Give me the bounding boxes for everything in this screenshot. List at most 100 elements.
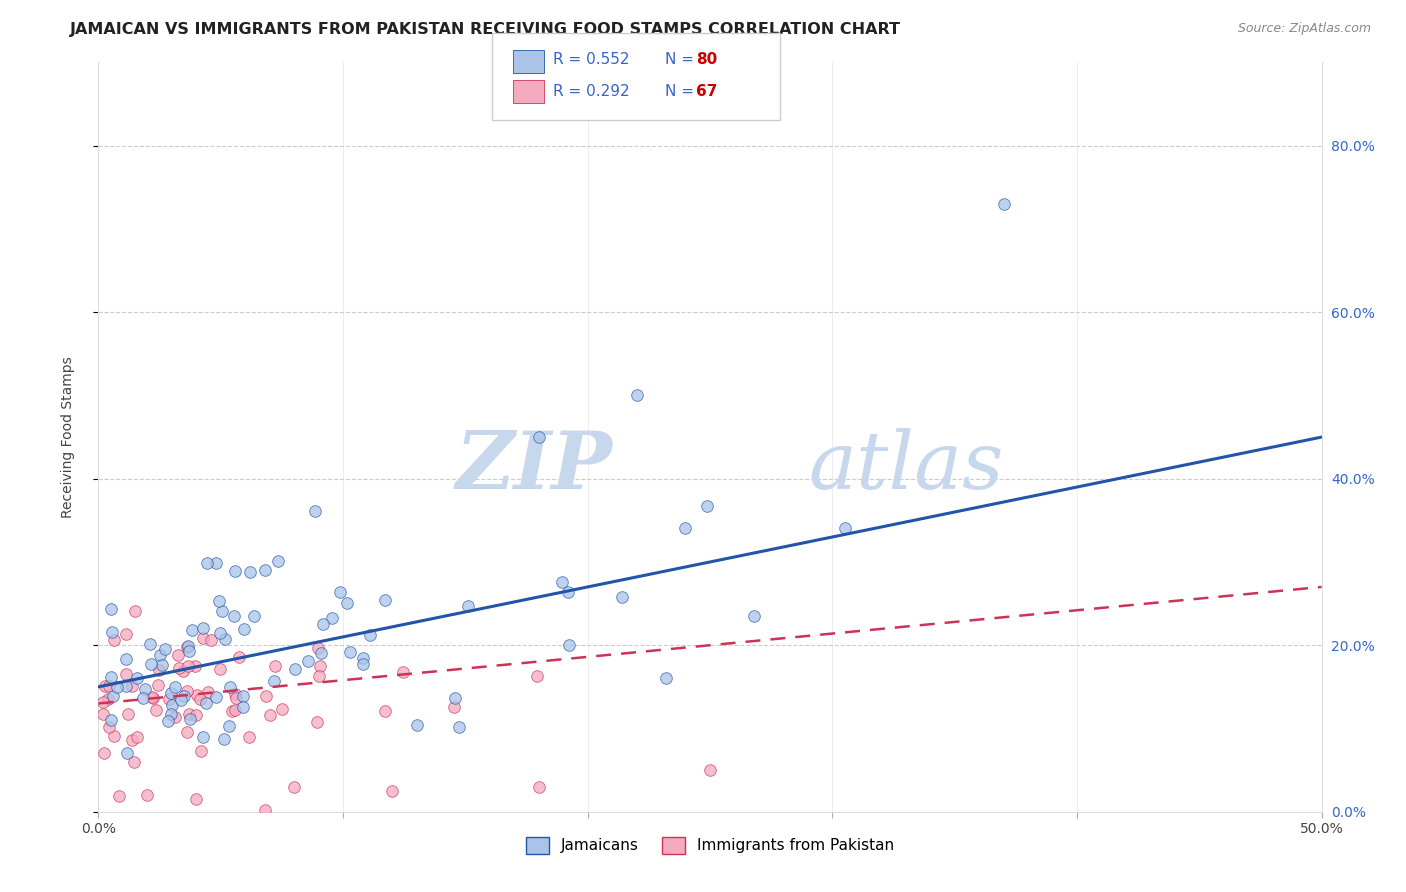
Point — [188, 692, 211, 706]
Point — [141, 690, 163, 705]
Point — [228, 649, 250, 664]
Point — [145, 703, 167, 717]
Point — [132, 690, 155, 705]
Text: R = 0.292: R = 0.292 — [553, 85, 628, 99]
Point — [179, 712, 201, 726]
Point — [177, 707, 200, 722]
Point — [149, 648, 172, 662]
Point — [321, 611, 343, 625]
Point — [177, 644, 200, 658]
Point — [391, 665, 413, 680]
Point — [329, 585, 352, 599]
Point — [141, 690, 163, 705]
Point — [297, 654, 319, 668]
Point — [191, 631, 214, 645]
Point — [309, 646, 332, 660]
Point — [212, 732, 235, 747]
Point — [186, 792, 208, 806]
Point — [114, 667, 136, 681]
Point — [200, 633, 222, 648]
Point — [307, 640, 329, 655]
Point — [699, 763, 721, 777]
Point — [93, 679, 115, 693]
Point — [195, 556, 218, 570]
Point — [308, 659, 330, 673]
Point — [127, 671, 149, 685]
Point — [167, 661, 190, 675]
Point — [115, 747, 138, 761]
Point — [264, 659, 287, 673]
Point — [205, 556, 228, 570]
Point — [612, 591, 634, 605]
Text: JAMAICAN VS IMMIGRANTS FROM PAKISTAN RECEIVING FOOD STAMPS CORRELATION CHART: JAMAICAN VS IMMIGRANTS FROM PAKISTAN REC… — [70, 22, 901, 37]
Point — [447, 720, 470, 734]
Text: 80: 80 — [696, 53, 717, 67]
Point — [163, 710, 186, 724]
Point — [284, 662, 307, 676]
Point — [243, 608, 266, 623]
Point — [115, 652, 138, 666]
Point — [353, 657, 375, 671]
Point — [359, 627, 381, 641]
Point — [993, 197, 1015, 211]
Point — [97, 692, 120, 706]
Point — [238, 730, 260, 744]
Text: N =: N = — [665, 85, 699, 99]
Point — [100, 625, 122, 640]
Point — [157, 692, 180, 706]
Point — [159, 686, 181, 700]
Point — [232, 699, 254, 714]
Point — [381, 784, 404, 798]
Point — [558, 638, 581, 652]
Point — [173, 689, 195, 703]
Point — [103, 729, 125, 743]
Point — [214, 632, 236, 646]
Point — [100, 670, 122, 684]
Text: R = 0.552: R = 0.552 — [553, 53, 628, 67]
Point — [157, 714, 180, 728]
Point — [253, 563, 276, 577]
Point — [224, 687, 246, 701]
Point — [184, 658, 207, 673]
Point — [159, 706, 181, 721]
Point — [209, 662, 232, 676]
Point — [209, 626, 232, 640]
Point — [254, 689, 277, 703]
Point — [148, 678, 170, 692]
Text: Source: ZipAtlas.com: Source: ZipAtlas.com — [1237, 22, 1371, 36]
Point — [98, 720, 121, 734]
Point — [232, 690, 254, 704]
Point — [696, 500, 718, 514]
Point — [150, 657, 173, 672]
Point — [352, 650, 374, 665]
Point — [176, 725, 198, 739]
Point — [139, 657, 162, 671]
Text: ZIP: ZIP — [456, 428, 612, 506]
Point — [305, 714, 328, 729]
Point — [744, 608, 766, 623]
Point — [100, 601, 122, 615]
Point — [443, 691, 465, 706]
Point — [176, 684, 198, 698]
Point — [124, 756, 146, 770]
Point — [91, 696, 114, 710]
Point — [101, 690, 124, 704]
Point — [626, 388, 648, 402]
Point — [222, 609, 245, 624]
Point — [176, 639, 198, 653]
Point — [239, 565, 262, 579]
Point — [283, 780, 305, 794]
Point — [218, 719, 240, 733]
Point — [100, 714, 122, 728]
Point — [160, 698, 183, 712]
Point — [136, 788, 159, 802]
Point — [312, 617, 335, 632]
Point — [221, 704, 243, 718]
Point — [193, 621, 215, 635]
Point — [176, 640, 198, 654]
Point — [259, 707, 281, 722]
Point — [121, 679, 143, 693]
Point — [115, 626, 138, 640]
Point — [138, 637, 160, 651]
Point — [181, 623, 204, 637]
